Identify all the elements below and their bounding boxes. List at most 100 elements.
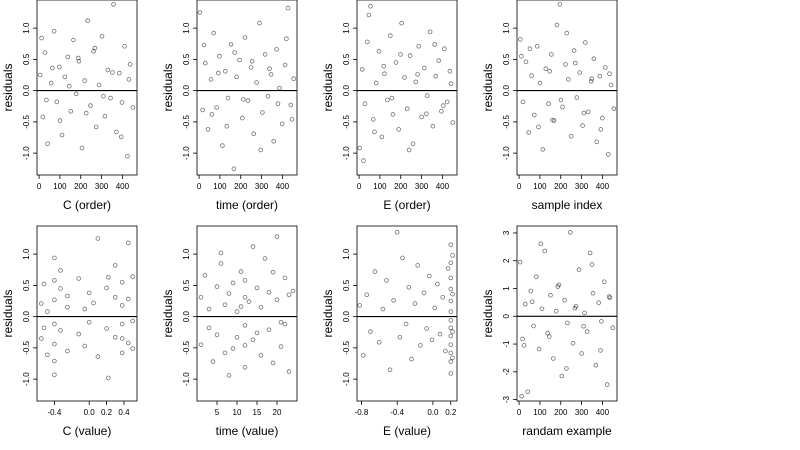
data-point <box>531 112 537 118</box>
data-point <box>404 106 410 111</box>
data-point <box>376 339 382 345</box>
data-point <box>553 308 559 314</box>
data-point <box>427 29 433 35</box>
data-point <box>274 47 279 52</box>
x-tick-label: 0.4 <box>118 408 130 417</box>
x-tick-label: 0 <box>197 182 202 191</box>
data-point <box>450 253 455 258</box>
y-tick-label: 0.5 <box>22 53 31 65</box>
data-point <box>517 259 523 265</box>
data-point <box>589 262 595 267</box>
data-point <box>102 113 108 119</box>
data-point <box>201 42 207 48</box>
data-point <box>418 343 423 348</box>
data-point <box>254 285 260 291</box>
data-point <box>436 58 442 63</box>
x-tick-label: 0.2 <box>101 408 113 417</box>
data-point <box>271 139 277 144</box>
scatter-panel-8: 0 100 200 300 400 -3 -2 -1 0 1 2 3 randam example res… <box>481 225 618 438</box>
data-point <box>440 103 446 108</box>
data-point <box>113 334 118 340</box>
data-point <box>406 284 412 290</box>
data-point <box>448 325 454 331</box>
data-point <box>50 65 55 71</box>
y-tick-label: 0.0 <box>22 85 31 97</box>
data-point <box>242 294 248 300</box>
data-point <box>403 321 409 327</box>
data-point <box>382 71 387 76</box>
y-tick-label: 1 <box>502 286 511 291</box>
data-point <box>266 327 272 333</box>
data-point <box>589 76 595 81</box>
data-point <box>56 64 62 70</box>
data-point <box>558 97 564 103</box>
data-point <box>282 62 288 68</box>
data-point <box>58 286 63 291</box>
data-point <box>448 275 454 281</box>
x-tick-label: 200 <box>74 182 88 191</box>
data-point <box>206 306 212 312</box>
y-tick-label: 0.0 <box>342 311 351 323</box>
x-axis-title: sample index <box>532 198 603 212</box>
data-point <box>210 359 216 364</box>
y-axis-title: residuals <box>321 63 335 111</box>
data-point <box>529 299 535 305</box>
scatter-panel-2: 0 100 200 300 400 -1.0 -0.5 0.0 0.5 1.0 time (orde… <box>161 0 298 212</box>
data-point <box>407 53 413 58</box>
data-point <box>387 367 393 373</box>
x-tick-label: 15 <box>253 408 262 417</box>
data-point <box>291 76 297 81</box>
data-point <box>540 147 546 152</box>
x-tick-label: 400 <box>436 182 450 191</box>
y-tick-label: -0.5 <box>182 340 191 354</box>
data-point <box>448 333 454 339</box>
data-point <box>585 109 591 115</box>
x-tick-label: 100 <box>533 408 547 417</box>
data-point <box>415 72 420 77</box>
data-point <box>588 79 594 84</box>
data-point <box>572 305 578 311</box>
y-tick-label: 0 <box>502 314 511 319</box>
data-point <box>396 127 402 132</box>
data-point <box>531 323 536 329</box>
data-point <box>568 134 574 139</box>
y-tick-label: 2 <box>502 258 511 263</box>
data-point <box>275 101 281 106</box>
x-axis-title: time (value) <box>216 424 279 438</box>
data-point <box>412 301 418 306</box>
data-point <box>226 291 232 296</box>
data-point <box>290 288 296 294</box>
data-point <box>130 105 136 110</box>
data-point <box>225 95 231 101</box>
data-point <box>95 354 101 359</box>
data-point <box>419 114 424 120</box>
x-axis-title: C (value) <box>63 424 112 438</box>
data-point <box>360 353 366 358</box>
x-tick-label: 300 <box>255 182 269 191</box>
data-point <box>58 328 63 333</box>
data-point <box>262 256 268 261</box>
data-point <box>448 342 454 348</box>
data-point <box>274 234 280 239</box>
plot-frame <box>36 0 138 176</box>
data-point <box>234 309 240 314</box>
data-point <box>258 353 264 358</box>
data-point <box>208 77 214 82</box>
x-tick-label: 300 <box>415 182 429 191</box>
data-point <box>286 292 292 298</box>
data-point <box>536 346 542 352</box>
scatter-panel-7: -0.8 -0.4 0.0 0.2 -1.0 -0.5 0.0 0.5 1.0 E (value)… <box>321 225 458 438</box>
data-point <box>547 68 552 74</box>
data-point <box>602 65 608 70</box>
data-point <box>52 297 57 303</box>
data-point <box>79 145 85 151</box>
data-point <box>242 364 248 370</box>
data-point <box>450 291 455 297</box>
data-point <box>242 343 248 348</box>
x-tick-label: 200 <box>554 182 568 191</box>
data-point <box>52 372 57 378</box>
data-point <box>106 274 111 280</box>
data-point <box>54 99 60 105</box>
data-point <box>448 350 454 356</box>
data-point <box>71 37 76 43</box>
